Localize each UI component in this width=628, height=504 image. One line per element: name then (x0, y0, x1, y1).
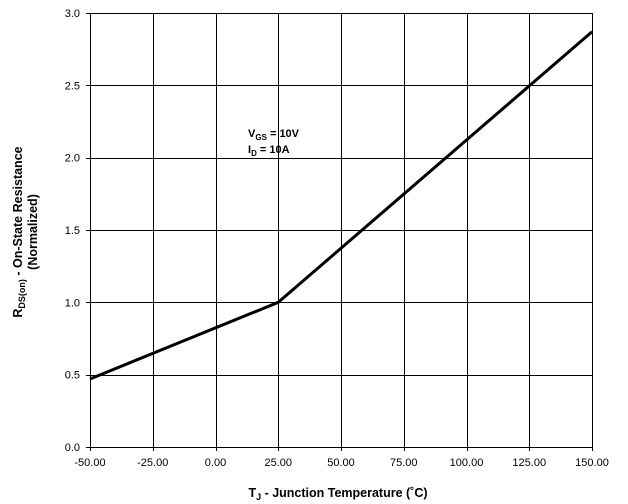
grid (86, 13, 593, 451)
x-tick-label: 50.00 (327, 457, 355, 469)
y-tick-label: 0.5 (65, 370, 80, 382)
y-axis-label-group: RDS(on) - On-State Resistance (Normalize… (11, 146, 40, 317)
annotation-vgs: VGS = 10V (248, 128, 300, 142)
y-axis-label-line2: (Normalized) (26, 194, 40, 270)
y-tick-label: 2.0 (65, 153, 80, 165)
y-tick-label: 1.5 (65, 225, 80, 237)
x-tick-label: 0.00 (205, 457, 226, 469)
series-line (89, 30, 593, 381)
x-tick-label: 150.00 (575, 457, 609, 469)
tick-labels: -50.00 -25.00 0.00 25.00 50.00 75.00 100.00 125… (65, 8, 609, 469)
annotation-id: ID = 10A (248, 144, 290, 158)
x-tick-label: 75.00 (390, 457, 418, 469)
x-tick-label: -50.00 (74, 457, 105, 469)
y-tick-label: 2.5 (65, 80, 80, 92)
y-tick-label: 1.0 (65, 297, 80, 309)
x-tick-label: 25.00 (264, 457, 292, 469)
x-tick-label: -25.00 (137, 457, 168, 469)
series (89, 30, 593, 381)
y-tick-label: 0.0 (65, 442, 80, 454)
x-tick-label: 100.00 (450, 457, 484, 469)
x-axis-label: TJ - Junction Temperature (˚C) (248, 486, 427, 502)
y-tick-label: 3.0 (65, 8, 80, 20)
y-axis-label: RDS(on) - On-State Resistance (11, 146, 27, 317)
x-tick-label: 125.00 (512, 457, 546, 469)
